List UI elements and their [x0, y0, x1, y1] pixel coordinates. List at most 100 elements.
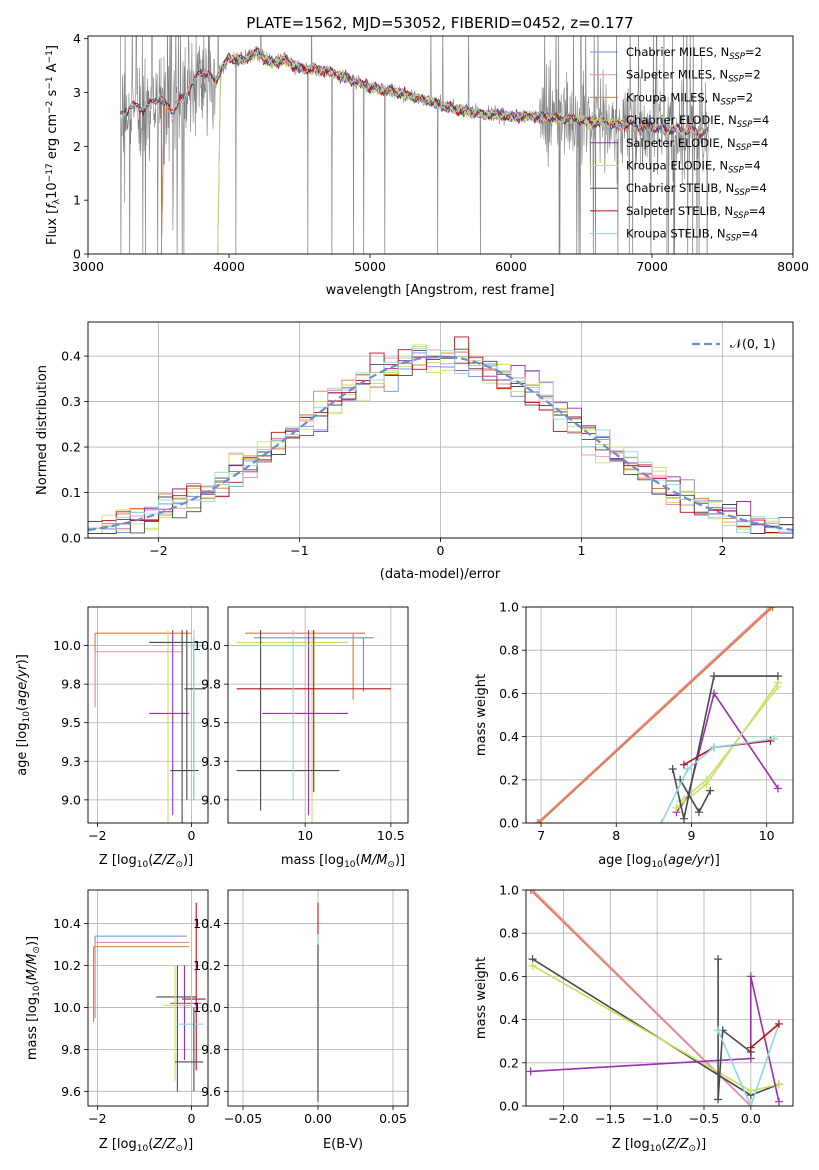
- legend-entry: Chabrier ELODIE, NSSP=4: [626, 113, 769, 130]
- weight-series-chabrier-stelib: [671, 675, 778, 819]
- x-tick-label: 2: [719, 543, 727, 558]
- x-tick-label: −0.05: [224, 1111, 262, 1126]
- y-tick-label: 0.0: [499, 816, 519, 831]
- x-tick-label: −2: [88, 828, 106, 843]
- y-tick-label: 0.2: [499, 772, 519, 787]
- weight-marker: [679, 814, 688, 823]
- spectrum-model-kroupa-elodie: [217, 47, 625, 254]
- legend-entry: Chabrier MILES, NSSP=2: [626, 45, 762, 62]
- y-tick-label: 0.8: [499, 926, 519, 941]
- y-tick-label: 0.6: [499, 969, 519, 984]
- spectrum-model-salpeter-elodie: [217, 49, 625, 254]
- weight-marker: [768, 607, 777, 611]
- x-tick-label: −1.5: [595, 1111, 625, 1126]
- y-tick-label: 9.0: [61, 792, 81, 807]
- weight-vs-z-panel-y-label: mass weight: [474, 957, 489, 1039]
- weight-series-salpeter-elodie: [530, 976, 780, 1102]
- axes-frame: [87, 606, 209, 824]
- y-tick-label: 9.8: [61, 677, 81, 692]
- axes-frame: [525, 889, 794, 1107]
- x-tick-label: 10: [297, 828, 313, 843]
- figure-title: PLATE=1562, MJD=53052, FIBERID=0452, z=0…: [246, 14, 633, 32]
- legend-entry: Salpeter MILES, NSSP=2: [626, 68, 761, 85]
- x-tick-label: −2.0: [548, 1111, 578, 1126]
- legend-entry: Kroupa MILES, NSSP=2: [626, 90, 753, 107]
- y-tick-label: 0.2: [61, 440, 81, 455]
- axes-frame: [87, 321, 794, 539]
- weight-marker: [714, 1095, 723, 1104]
- weight-series-kroupa-stelib: [660, 738, 775, 823]
- x-tick-label: 0.00: [304, 1111, 332, 1126]
- weight-marker: [706, 786, 715, 795]
- weight-series-chabrier-elodie: [532, 964, 780, 1092]
- plot-area: [236, 630, 391, 823]
- x-tick-label: 10: [759, 828, 775, 843]
- y-tick-label: 0.2: [499, 1055, 519, 1070]
- weight-marker: [746, 1086, 755, 1095]
- weight-marker: [774, 1080, 783, 1089]
- weight-marker: [766, 736, 775, 745]
- y-tick-label: 9.0: [201, 792, 221, 807]
- histogram-y-label: Normed distribution: [35, 365, 50, 495]
- weight-marker: [710, 743, 719, 752]
- y-tick-label: 9.3: [201, 754, 221, 769]
- spectrum-panel: 3000 4000 5000 6000 7000 8000 0 1 2 3 4 wavelength …: [45, 31, 809, 298]
- age-vs-mass-panel-x-label: mass [log10(M/M⊙)]: [281, 853, 405, 870]
- weight-series-salpeter-miles: [536, 607, 771, 823]
- weight-marker: [773, 672, 782, 681]
- legend-entry: Chabrier STELIB, NSSP=4: [626, 181, 767, 198]
- y-tick-label: 10.0: [193, 1000, 221, 1015]
- gaussian-curve: [88, 355, 793, 532]
- mass-vs-z-panel-x-label: Z [log10(Z/Z⊙)]: [99, 1137, 193, 1154]
- histogram-panel: −2 −1 0 1 2 0.0 0.1 0.2 0.3 0.4 𝒩(0, 1) (data-model…: [35, 321, 794, 582]
- age-vs-z-panel-x-label: Z [log10(Z/Z⊙)]: [99, 853, 193, 870]
- y-tick-label: 9.5: [201, 715, 221, 730]
- y-tick-label: 0.4: [61, 349, 81, 364]
- x-tick-label: 0: [437, 543, 445, 558]
- weight-series-kroupa-miles: [538, 607, 774, 823]
- weight-marker: [770, 734, 779, 743]
- x-tick-label: 0: [188, 828, 196, 843]
- age-vs-z-panel: −2 0 9.0 9.3 9.5 9.8 10.0 Z [log10(Z/Z⊙)] age [l…: [15, 606, 209, 870]
- spectrum-y-label: Flux [fλ10−17 erg cm−2 s−1 A−1]: [45, 45, 62, 245]
- x-tick-label: −1: [290, 543, 308, 558]
- weight-marker: [710, 672, 719, 681]
- mass-vs-z-panel-y-label: mass [log10(M/M⊙)]: [25, 936, 42, 1060]
- axes-frame: [227, 606, 409, 824]
- weight-series-kroupa-stelib: [717, 1023, 780, 1106]
- y-tick-label: 0.6: [499, 686, 519, 701]
- plot-area: [120, 36, 709, 254]
- y-tick-label: 9.3: [61, 754, 81, 769]
- legend-entry: Salpeter ELODIE, NSSP=4: [626, 136, 768, 153]
- axes-frame: [525, 606, 794, 824]
- x-tick-label: 4000: [213, 259, 245, 274]
- weight-marker: [746, 1043, 755, 1052]
- weight-marker: [746, 972, 755, 981]
- weight-marker: [710, 689, 719, 698]
- age-vs-mass-panel: 10 10.5 9.0 9.3 9.5 9.8 10.0 mass [log10(M/M⊙)]: [193, 606, 409, 870]
- weight-marker: [528, 961, 537, 970]
- x-tick-label: 3000: [72, 259, 104, 274]
- y-tick-label: 9.6: [201, 1084, 221, 1099]
- x-tick-label: 8000: [777, 259, 809, 274]
- age-vs-z-panel-y-label: age [log10(age/yr)]: [15, 654, 32, 776]
- x-tick-label: 5000: [354, 259, 386, 274]
- weight-series-salpeter-elodie: [675, 691, 779, 813]
- weight-marker: [773, 784, 782, 793]
- y-tick-label: 1: [73, 193, 81, 208]
- y-tick-label: 0.3: [61, 394, 81, 409]
- weight-marker: [528, 890, 537, 894]
- mass-vs-ebv-panel-x-label: E(B-V): [323, 1137, 363, 1152]
- axes-frame: [87, 35, 794, 255]
- weight-marker: [746, 1102, 755, 1106]
- x-tick-label: 0: [188, 1111, 196, 1126]
- mass-vs-ebv-panel: −0.05 0.00 0.05 9.6 9.8 10.0 10.2 10.4 E(B-V): [193, 889, 409, 1152]
- weight-marker: [526, 1067, 535, 1076]
- weight-marker: [694, 808, 703, 817]
- y-tick-label: 1.0: [499, 600, 519, 615]
- legend-entry: Kroupa STELIB, NSSP=4: [626, 227, 758, 244]
- x-tick-label: −0.5: [689, 1111, 719, 1126]
- histogram-step-kroupa-elodie: [88, 344, 793, 534]
- legend-gaussian-label: 𝒩(0, 1): [730, 336, 776, 351]
